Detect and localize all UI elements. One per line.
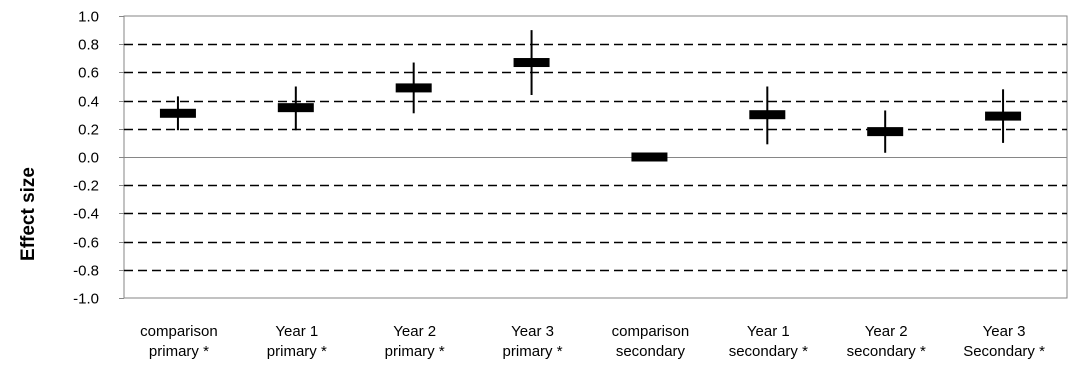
x-category-label: primary * bbox=[149, 343, 209, 360]
gridlines bbox=[124, 43, 1067, 272]
x-axis-categories: comparison primary * Year 1 primary * Year 2… bbox=[140, 323, 1045, 360]
y-tick-label: -0.4 bbox=[73, 206, 99, 223]
effect-size-marker bbox=[985, 111, 1022, 121]
y-tick-label: -0.2 bbox=[73, 178, 99, 195]
x-category-label: Year 1 bbox=[747, 323, 790, 340]
y-tick-label: 0.2 bbox=[78, 122, 99, 139]
x-category-label: secondary bbox=[616, 343, 686, 360]
x-category-label: Year 3 bbox=[983, 323, 1026, 340]
x-category-label: comparison bbox=[612, 323, 690, 340]
x-category-label: secondary * bbox=[729, 343, 808, 360]
effect-size-marker bbox=[277, 103, 314, 113]
effect-size-marker bbox=[159, 108, 196, 118]
y-tick-label: 0.6 bbox=[78, 65, 99, 82]
y-tick-label: -1.0 bbox=[73, 291, 99, 308]
x-category-label: secondary * bbox=[847, 343, 926, 360]
effect-size-marker bbox=[631, 152, 668, 162]
y-tick-label: 0.0 bbox=[78, 150, 99, 167]
y-axis-label: Effect size bbox=[18, 167, 39, 261]
effect-size-marker bbox=[513, 58, 550, 68]
x-category-label: Secondary * bbox=[963, 343, 1045, 360]
effect-size-marker bbox=[395, 83, 432, 93]
x-category-label: comparison bbox=[140, 323, 218, 340]
data-marks bbox=[159, 30, 1022, 162]
y-tick-label: 0.4 bbox=[78, 94, 99, 111]
effect-size-marker bbox=[749, 110, 786, 120]
x-category-label: Year 3 bbox=[511, 323, 554, 340]
x-category-label: Year 2 bbox=[393, 323, 436, 340]
y-tick-label: -0.6 bbox=[73, 235, 99, 252]
x-category-label: Year 2 bbox=[865, 323, 908, 340]
y-tick-label: -0.8 bbox=[73, 263, 99, 280]
y-tick-label: 0.8 bbox=[78, 37, 99, 54]
x-category-label: primary * bbox=[385, 343, 445, 360]
x-category-label: primary * bbox=[267, 343, 327, 360]
x-category-label: primary * bbox=[503, 343, 563, 360]
effect-size-marker bbox=[867, 127, 904, 137]
x-category-label: Year 1 bbox=[275, 323, 318, 340]
y-axis-ticks: 1.0 0.8 0.6 0.4 0.2 0.0 -0.2 -0.4 -0.6 -0.8 -1.0 bbox=[73, 9, 124, 308]
y-tick-label: 1.0 bbox=[78, 9, 99, 26]
